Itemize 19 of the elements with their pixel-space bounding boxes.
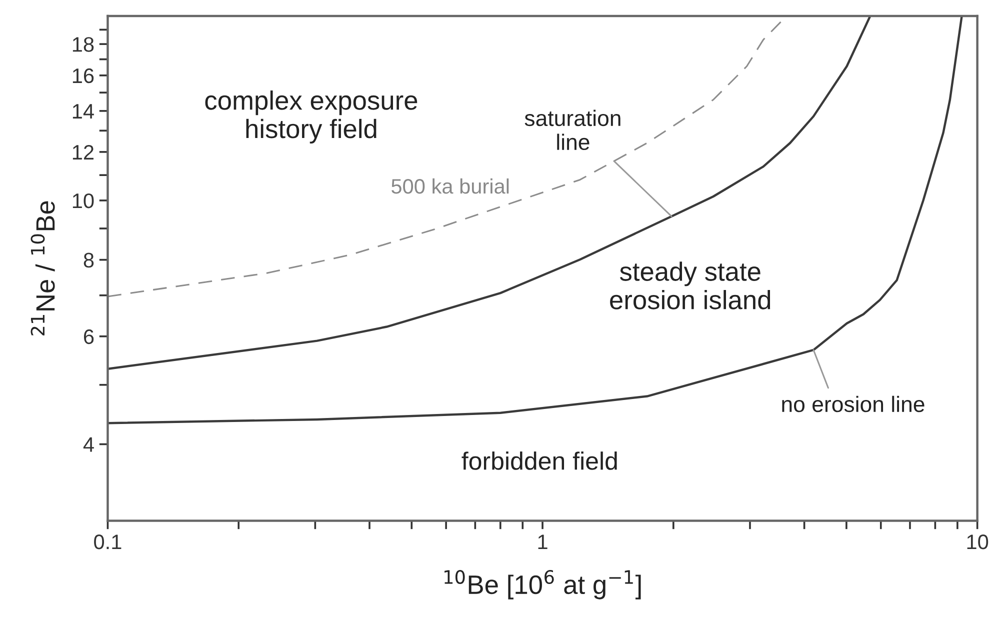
x-tick-label: 10 xyxy=(967,534,988,550)
x-axis-title: $^{10}$Be [10$^{6}$ at g$^{−1}$] xyxy=(444,570,641,600)
y-tick-label: 14 xyxy=(72,104,94,118)
annotation: forbidden field xyxy=(462,452,617,470)
y-tick-label: 10 xyxy=(72,193,94,208)
y-axis-title: $^{21}$Ne / $^{10}$Be xyxy=(30,201,55,336)
y-tick-label: 4 xyxy=(83,437,94,452)
x-tick-label: 0.1 xyxy=(94,534,122,550)
x-tick-label: 1 xyxy=(538,534,548,550)
annotation: saturation line xyxy=(524,110,620,150)
annotation: 500 ka burial xyxy=(392,178,509,194)
y-tick-label: 16 xyxy=(72,68,94,84)
y-tick-label: 8 xyxy=(84,252,94,268)
y-tick-label: 6 xyxy=(84,329,94,344)
y-tick-label: 12 xyxy=(72,144,94,160)
annotation: steady state erosion island xyxy=(610,262,770,310)
y-tick-label: 18 xyxy=(72,37,94,52)
annotation: no erosion line xyxy=(782,396,924,412)
annotation: complex exposure history field xyxy=(205,90,418,144)
